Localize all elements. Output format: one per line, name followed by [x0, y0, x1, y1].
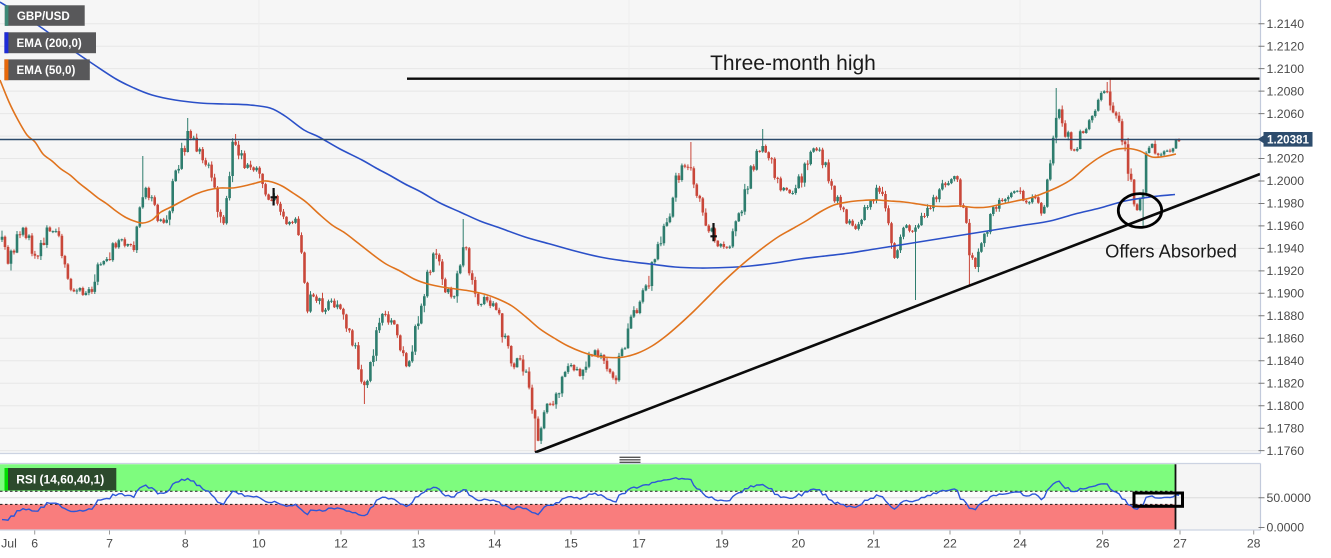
svg-text:22: 22 [943, 537, 957, 551]
svg-text:1.1960: 1.1960 [1267, 219, 1305, 233]
svg-text:17: 17 [632, 537, 646, 551]
svg-text:1.1780: 1.1780 [1267, 421, 1305, 435]
svg-text:13: 13 [412, 537, 426, 551]
svg-text:GBP/USD: GBP/USD [17, 10, 70, 23]
svg-text:1.1800: 1.1800 [1267, 399, 1305, 413]
svg-text:12: 12 [334, 537, 348, 551]
svg-text:1.1880: 1.1880 [1267, 309, 1305, 323]
svg-text:1.2000: 1.2000 [1267, 174, 1305, 188]
svg-text:1.2060: 1.2060 [1267, 107, 1305, 121]
svg-text:1.2140: 1.2140 [1267, 17, 1305, 31]
svg-text:RSI (14,60,40,1): RSI (14,60,40,1) [16, 473, 104, 487]
svg-text:21: 21 [867, 537, 881, 551]
svg-text:1.2020: 1.2020 [1267, 152, 1305, 166]
svg-text:1.1920: 1.1920 [1267, 264, 1305, 278]
svg-text:6: 6 [31, 537, 38, 551]
svg-text:Three-month high: Three-month high [710, 52, 876, 75]
svg-text:1.1900: 1.1900 [1267, 287, 1305, 301]
svg-text:24: 24 [1013, 537, 1027, 551]
svg-text:28: 28 [1247, 537, 1261, 551]
svg-text:1.1980: 1.1980 [1267, 197, 1305, 211]
svg-text:14: 14 [488, 537, 502, 551]
svg-text:0.0000: 0.0000 [1267, 521, 1305, 535]
svg-text:1.1940: 1.1940 [1267, 242, 1305, 256]
svg-text:1.1860: 1.1860 [1267, 332, 1305, 346]
svg-text:1.1840: 1.1840 [1267, 354, 1305, 368]
svg-text:8: 8 [182, 537, 189, 551]
svg-text:7: 7 [106, 537, 113, 551]
svg-text:1.2100: 1.2100 [1267, 62, 1305, 76]
svg-text:1.2080: 1.2080 [1267, 84, 1305, 98]
svg-text:1.2120: 1.2120 [1267, 39, 1305, 53]
svg-text:50.0000: 50.0000 [1267, 491, 1312, 505]
svg-text:1.1760: 1.1760 [1267, 444, 1305, 458]
svg-text:EMA (200,0): EMA (200,0) [17, 37, 82, 50]
svg-text:10: 10 [252, 537, 266, 551]
svg-text:1.20381: 1.20381 [1267, 134, 1309, 147]
svg-text:EMA (50,0): EMA (50,0) [17, 64, 76, 77]
svg-text:19: 19 [715, 537, 729, 551]
svg-text:15: 15 [564, 537, 578, 551]
svg-text:1.1820: 1.1820 [1267, 376, 1305, 390]
svg-text:Offers Absorbed: Offers Absorbed [1105, 241, 1237, 262]
svg-text:27: 27 [1173, 537, 1187, 551]
svg-text:Jul: Jul [1, 537, 17, 551]
svg-text:26: 26 [1096, 537, 1110, 551]
svg-text:20: 20 [792, 537, 806, 551]
